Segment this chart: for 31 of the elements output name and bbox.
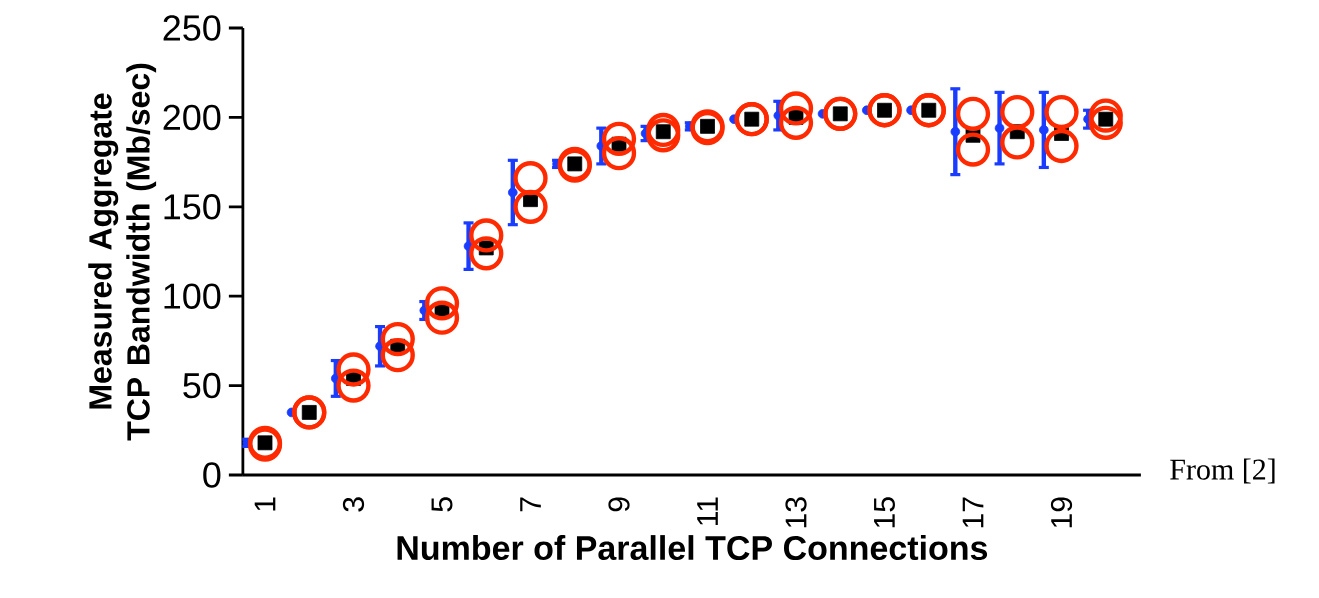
point [424, 286, 460, 321]
x-tick-label: 1 [254, 497, 276, 511]
y-tick-label: 100 [164, 283, 221, 309]
x-tick-label: 3 [342, 497, 365, 512]
point [601, 136, 637, 171]
point [1000, 125, 1035, 160]
point [778, 91, 814, 126]
y-tick-label: 200 [163, 104, 221, 131]
y-tick-label: 250 [163, 15, 221, 41]
y-tick-label: 50 [183, 372, 221, 399]
point [1088, 105, 1123, 140]
x-tick-label: 7 [520, 497, 541, 512]
point [955, 96, 991, 131]
x-tick-label: 11 [697, 497, 718, 525]
x-tick-label: 19 [1050, 497, 1073, 528]
point [1044, 128, 1079, 164]
y-axis-title: Measured Aggregate TCP Bandwidth (Mb/sec) [88, 63, 157, 441]
y-tick-label: 150 [164, 194, 221, 220]
x-tick-label: 17 [962, 497, 984, 528]
x-tick-label: 13 [785, 497, 807, 528]
x-axis-title: Number of Parallel TCP Connections [397, 535, 988, 561]
y-tick-label: 0 [203, 462, 221, 488]
text: From [2] [1170, 458, 1275, 484]
x-tick-label: 9 [608, 497, 630, 512]
x-tick-label: 15 [874, 497, 895, 528]
point [601, 121, 637, 156]
point [778, 105, 814, 140]
point [1088, 98, 1123, 133]
point [955, 132, 991, 167]
point [424, 300, 460, 335]
x-tick-label: 5 [431, 497, 453, 512]
